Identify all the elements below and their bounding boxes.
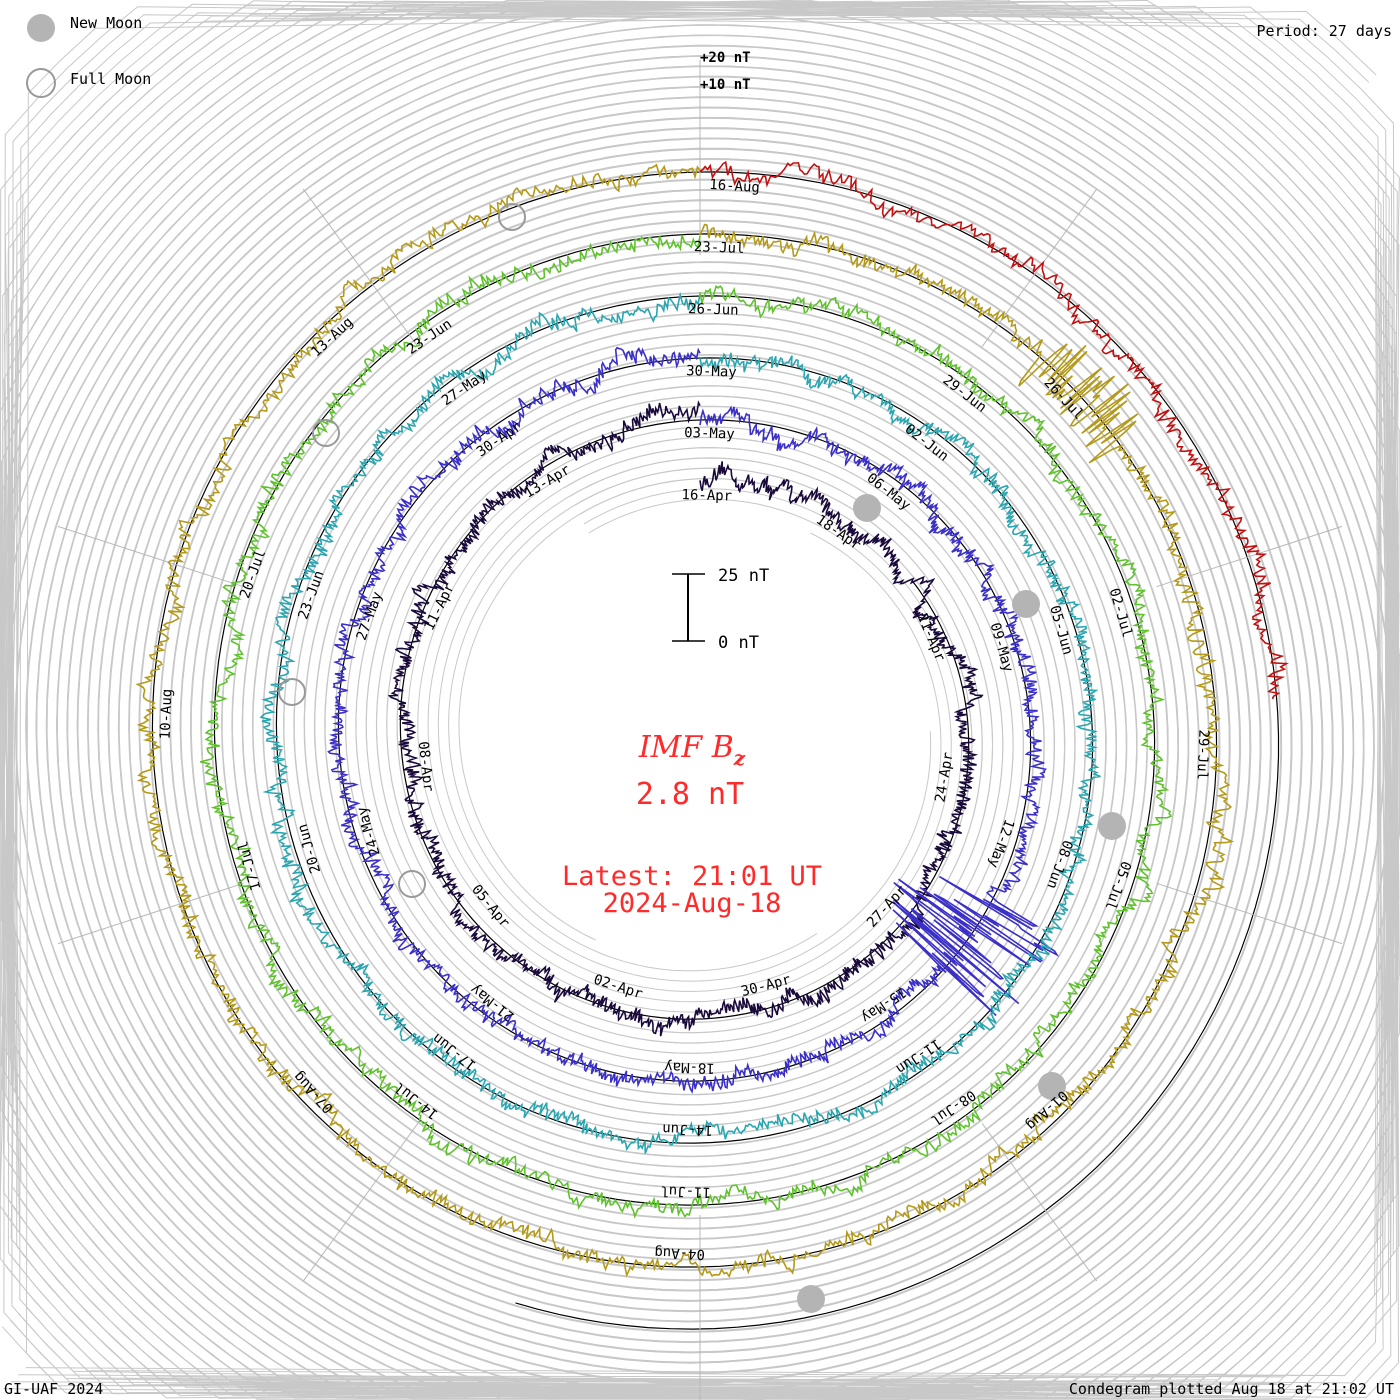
new-moon-marker [797,1285,825,1313]
center-title: IMF Bz [638,730,746,770]
full-moon-marker [278,678,306,706]
date-label: 29-Jul [1194,729,1212,780]
period-spoke [57,882,244,945]
date-label: 27-May [439,368,490,410]
center-title-main: IMF B [638,730,734,765]
new-moon-marker [853,494,881,522]
period-spoke [1156,882,1343,945]
center-latest: Latest: 21:01 UT [562,861,822,892]
data-series [135,160,1289,1279]
date-label: 04-Aug [654,1244,705,1262]
center-date: 2024-Aug-18 [603,888,782,919]
period-label: Period: 27 days [1256,22,1392,40]
date-label: 24-Apr [932,751,956,804]
legend-new-moon: New Moon [70,14,143,32]
date-label: 15-May [858,984,909,1026]
date-label: 05-Apr [468,882,512,931]
full-moon-marker [312,419,340,447]
new-moon-marker [1038,1072,1066,1100]
date-label: 07-Aug [291,1068,337,1116]
date-label: 18-May [664,1058,715,1076]
date-label: 09-May [987,621,1016,674]
date-label: 02-Jul [1106,586,1135,639]
date-label: 26-Jun [688,301,739,319]
date-label: 23-Jul [694,239,745,257]
date-label: 16-Apr [681,487,732,504]
legend-full-moon: Full Moon [70,70,152,88]
date-label: 11-Jul [660,1182,711,1200]
grid-line [1,3,1400,1398]
period-spoke [57,525,244,588]
date-label: 14-Jun [662,1120,713,1138]
period-spoke [302,1123,419,1282]
date-label: 02-Apr [592,972,645,1003]
period-spoke [302,188,419,347]
date-label: 23-Jun [404,316,455,358]
date-label: 24-May [354,805,383,858]
plotted-label: Condegram plotted Aug 18 at 21:02 UT [1068,1380,1394,1398]
period-spoke [1156,525,1343,588]
date-label: 03-May [684,425,735,443]
credit-label: GI-UAF 2024 [4,1380,104,1398]
new-moon-icon [27,14,55,42]
series-line-4 [135,163,1235,1279]
new-moon-marker [1098,812,1126,840]
date-label: 30-May [686,363,737,381]
full-moon-marker [498,203,526,231]
new-moon-marker [1012,590,1040,618]
scale-top-label: 25 nT [718,566,769,586]
scale-bottom-label: 0 nT [718,633,759,653]
moon-markers [278,203,1126,1313]
date-label: 10-Aug [158,688,176,739]
series-line-2 [259,291,1101,1154]
outer-tick-label: +20 nT [700,50,751,66]
series-line-1 [327,346,1060,1095]
series-line-0 [387,400,984,1037]
scale-bar: 25 nT 0 nT [672,566,769,653]
full-moon-marker [398,870,426,898]
legend-icons [26,14,56,98]
date-label: 16-Aug [709,177,760,196]
full-moon-icon [26,68,56,98]
center-value: 2.8 nT [636,777,744,812]
date-label: 08-Apr [415,741,437,793]
series-line-3 [200,234,1173,1219]
series-line-5 [699,160,1289,700]
center-title-subscript: z [733,746,746,770]
outer-tick-label: +10 nT [700,77,751,93]
date-label: 29-Jun [940,372,990,416]
grid-line [4,6,1400,1400]
